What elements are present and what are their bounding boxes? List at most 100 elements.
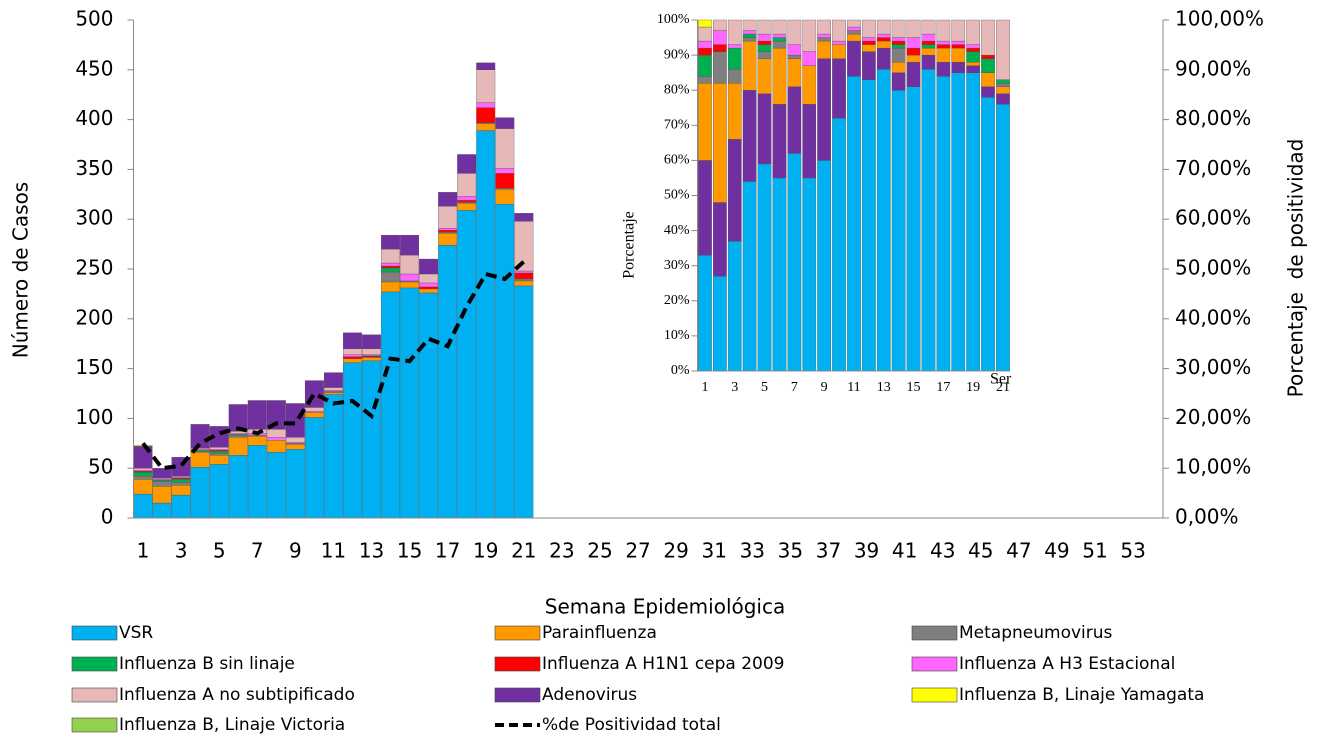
bar-segment bbox=[936, 19, 951, 42]
bar-segment bbox=[832, 44, 846, 59]
bar-segment bbox=[343, 348, 362, 355]
bar-segment bbox=[921, 40, 936, 45]
bar-segment bbox=[343, 362, 362, 519]
x-tick-label: 9 bbox=[821, 380, 828, 395]
bar-segment bbox=[343, 356, 362, 359]
bar-segment bbox=[891, 37, 906, 42]
bar-segment bbox=[981, 58, 995, 73]
bar-segment bbox=[847, 40, 861, 77]
x-tick-label: 29 bbox=[663, 539, 688, 563]
bar-segment bbox=[966, 65, 981, 73]
bar-segment bbox=[966, 44, 981, 49]
bar-segment bbox=[381, 265, 400, 269]
bar-segment bbox=[713, 51, 727, 84]
x-tick-label: 35 bbox=[778, 539, 803, 563]
bar-segment bbox=[742, 33, 757, 38]
bar-segment bbox=[727, 139, 742, 242]
y-tick-label: 500 bbox=[75, 7, 113, 31]
bar-segment bbox=[381, 271, 400, 283]
bar-segment bbox=[802, 104, 817, 179]
inset-annotation: Ser bbox=[990, 371, 1012, 388]
y-tick-label: 50 bbox=[88, 455, 113, 479]
bar-segment bbox=[514, 285, 534, 519]
bar-segment bbox=[133, 468, 153, 471]
bar-segment bbox=[495, 189, 515, 205]
bar-segment bbox=[698, 54, 712, 77]
x-tick-label: 19 bbox=[966, 380, 980, 395]
bar-segment bbox=[698, 255, 712, 372]
bar-segment bbox=[228, 404, 248, 432]
legend-label: Metapneumovirus bbox=[959, 623, 1113, 643]
bar-segment bbox=[847, 76, 861, 372]
bar-segment bbox=[742, 40, 757, 91]
bar-segment bbox=[304, 417, 324, 519]
bar-segment bbox=[400, 254, 420, 275]
bar-segment bbox=[266, 452, 286, 519]
bar-segment bbox=[343, 332, 362, 349]
bar-segment bbox=[266, 437, 286, 441]
bar-segment bbox=[343, 358, 362, 363]
bar-segment bbox=[906, 37, 921, 49]
bar-segment bbox=[742, 30, 757, 35]
x-tick-label: 9 bbox=[289, 539, 302, 563]
bar-segment bbox=[133, 472, 153, 477]
inset-y-axis-title: Porcentaje bbox=[621, 211, 638, 279]
bar-segment bbox=[772, 33, 787, 38]
bar-segment bbox=[757, 40, 772, 45]
bar-segment bbox=[285, 437, 305, 443]
x-tick-label: 5 bbox=[213, 539, 226, 563]
bar-segment bbox=[190, 467, 210, 519]
bar-segment bbox=[817, 58, 832, 161]
y-tick-label: 100 bbox=[75, 405, 113, 429]
bar-segment bbox=[996, 79, 1010, 84]
x-tick-label: 7 bbox=[251, 539, 264, 563]
bar-segment bbox=[266, 440, 286, 453]
bar-segment bbox=[495, 128, 515, 169]
x-tick-label: 3 bbox=[175, 539, 188, 563]
bar-segment bbox=[495, 168, 515, 174]
bar-segment bbox=[698, 76, 712, 84]
x-tick-label: 15 bbox=[907, 380, 921, 395]
x-tick-label: 5 bbox=[761, 380, 768, 395]
x-tick-label: 17 bbox=[936, 380, 950, 395]
bar-segment bbox=[981, 86, 995, 98]
y-tick-label: 20% bbox=[664, 293, 690, 308]
bar-segment bbox=[876, 47, 891, 70]
y-tick-label: 100% bbox=[657, 12, 690, 27]
bar-segment bbox=[891, 40, 906, 45]
x-tick-label: 25 bbox=[587, 539, 612, 563]
bar-segment bbox=[698, 83, 712, 161]
bar-segment bbox=[400, 234, 420, 256]
bar-segment bbox=[966, 72, 981, 372]
bar-segment bbox=[787, 86, 802, 154]
bar-segment bbox=[381, 248, 400, 264]
bar-segment bbox=[381, 262, 400, 267]
x-tick-label: 51 bbox=[1082, 539, 1107, 563]
legend-label: VSR bbox=[119, 623, 153, 643]
bar-segment bbox=[832, 58, 846, 119]
x-axis-title: Semana Epidemiológica bbox=[545, 595, 786, 619]
bar-segment bbox=[514, 270, 534, 274]
bar-segment bbox=[457, 196, 477, 201]
bar-segment bbox=[906, 19, 921, 38]
y-tick-label: 80% bbox=[664, 82, 690, 97]
y2-tick-label: 90,00% bbox=[1175, 56, 1251, 80]
bar-segment bbox=[457, 210, 477, 519]
bar-segment bbox=[891, 72, 906, 91]
bar-segment bbox=[996, 104, 1010, 372]
bar-segment bbox=[936, 40, 951, 45]
bar-segment bbox=[152, 485, 172, 504]
bar-segment bbox=[906, 61, 921, 87]
bar-segment bbox=[438, 230, 458, 233]
bar-segment bbox=[400, 287, 420, 519]
x-tick-label: 23 bbox=[549, 539, 574, 563]
bar-segment bbox=[698, 160, 712, 256]
x-tick-label: 1 bbox=[137, 539, 150, 563]
bar-segment bbox=[996, 93, 1010, 105]
x-tick-label: 1 bbox=[701, 380, 708, 395]
bar-segment bbox=[891, 19, 906, 38]
bar-segment bbox=[847, 33, 861, 42]
bar-segment bbox=[698, 47, 712, 56]
bar-segment bbox=[891, 61, 906, 73]
y2-tick-label: 30,00% bbox=[1175, 355, 1251, 379]
